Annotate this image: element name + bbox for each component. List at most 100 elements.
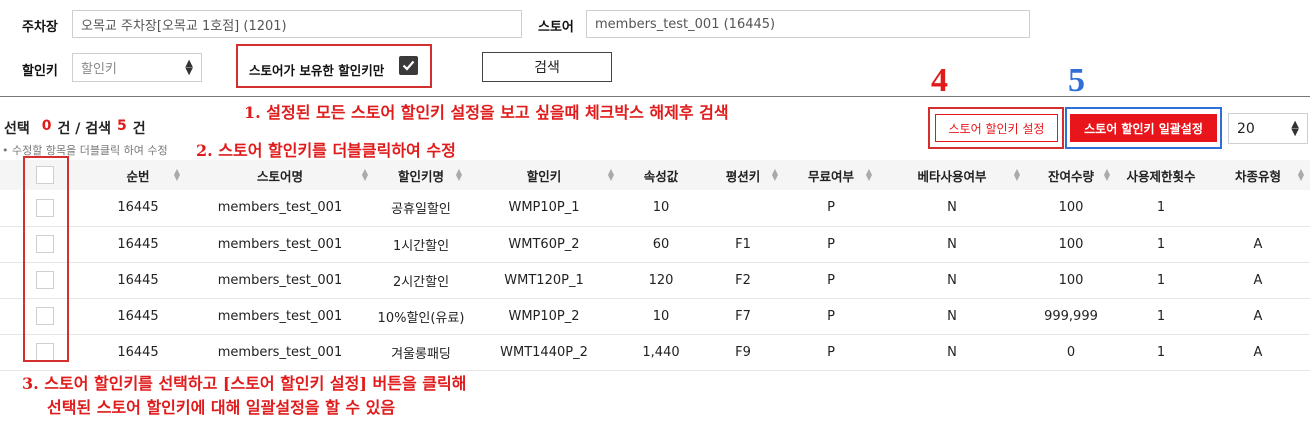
table-cell[interactable]: 1: [1116, 262, 1206, 299]
column-header[interactable]: 순번 ▲ ▼: [90, 160, 186, 190]
sort-icon: ▲ ▼: [361, 167, 368, 182]
table-cell[interactable]: WMP10P_1: [468, 190, 620, 227]
owned-only-checkbox[interactable]: [399, 56, 418, 75]
table-cell[interactable]: 2시간할인: [374, 262, 468, 299]
column-header[interactable]: 평션키 ▲ ▼: [702, 160, 784, 190]
parking-field[interactable]: 오목교 주차장[오목교 1호점] (1201): [72, 10, 522, 38]
parking-label: 주차장: [22, 20, 58, 35]
table-cell[interactable]: 16445: [90, 226, 186, 263]
table-cell[interactable]: N: [878, 226, 1026, 263]
table-cell[interactable]: WMT60P_2: [468, 226, 620, 263]
table-cell[interactable]: 10: [620, 190, 702, 227]
table-cell[interactable]: 겨울롱패딩: [374, 334, 468, 371]
select-all-checkbox[interactable]: [36, 166, 54, 184]
table-cell[interactable]: [1206, 190, 1310, 227]
column-header[interactable]: 사용제한횟수: [1116, 160, 1206, 190]
table-cell[interactable]: N: [878, 262, 1026, 299]
table-cell[interactable]: 999,999: [1026, 298, 1116, 335]
table-cell[interactable]: 100: [1026, 262, 1116, 299]
table-row[interactable]: 16445 members_test_001 공휴일할인 WMP10P_1 10 P N 10…: [0, 190, 1310, 227]
row-checkbox[interactable]: [36, 307, 54, 325]
column-header[interactable]: 차종유형 ▲ ▼: [1206, 160, 1310, 190]
row-checkbox-cell: [0, 298, 90, 335]
table-cell[interactable]: 120: [620, 262, 702, 299]
table-cell[interactable]: P: [784, 334, 878, 371]
sort-icon: ▲ ▼: [455, 167, 462, 182]
table-cell[interactable]: 공휴일할인: [374, 190, 468, 227]
table-row[interactable]: 16445 members_test_001 1시간할인 WMT60P_2 60 F1 P N…: [0, 226, 1310, 263]
table-cell[interactable]: F9: [702, 334, 784, 371]
table-row[interactable]: 16445 members_test_001 10%할인(유료) WMP10P_2 10…: [0, 298, 1310, 335]
row-checkbox[interactable]: [36, 198, 54, 217]
column-header[interactable]: 잔여수량 ▲ ▼: [1026, 160, 1116, 190]
table-cell[interactable]: 1: [1116, 226, 1206, 263]
section-divider: [0, 96, 1310, 97]
table-row[interactable]: 16445 members_test_001 2시간할인 WMT120P_1 120 F2…: [0, 262, 1310, 299]
table-cell[interactable]: 1시간할인: [374, 226, 468, 263]
table-cell[interactable]: WMP10P_2: [468, 298, 620, 335]
table-cell[interactable]: members_test_001: [186, 262, 374, 299]
table-cell[interactable]: WMT120P_1: [468, 262, 620, 299]
selected-count: 0: [41, 118, 52, 134]
table-cell[interactable]: P: [784, 262, 878, 299]
table-cell[interactable]: A: [1206, 298, 1310, 335]
annotation-note-3-line-2: 선택된 스토어 할인키에 대해 일괄설정을 할 수 있음: [47, 398, 396, 417]
table-cell[interactable]: N: [878, 334, 1026, 371]
owned-only-label: 스토어가 보유한 할인키만: [249, 63, 385, 78]
store-key-bulk-setting-button[interactable]: 스토어 할인키 일괄설정: [1070, 114, 1217, 142]
table-cell[interactable]: 1: [1116, 190, 1206, 227]
table-cell[interactable]: 10%할인(유료): [374, 298, 468, 335]
table-cell[interactable]: A: [1206, 226, 1310, 263]
sort-icon: ▲ ▼: [173, 167, 180, 182]
table-cell[interactable]: P: [784, 226, 878, 263]
table-cell[interactable]: A: [1206, 262, 1310, 299]
page-size-select[interactable]: 20 ▲ ▼: [1228, 113, 1308, 144]
column-header[interactable]: 할인키명 ▲ ▼: [374, 160, 468, 190]
column-header[interactable]: 할인키 ▲ ▼: [468, 160, 620, 190]
table-cell[interactable]: N: [878, 298, 1026, 335]
table-cell[interactable]: 100: [1026, 190, 1116, 227]
table-cell[interactable]: 10: [620, 298, 702, 335]
table-cell[interactable]: F1: [702, 226, 784, 263]
table-cell[interactable]: 16445: [90, 262, 186, 299]
column-header[interactable]: 베타사용여부 ▲ ▼: [878, 160, 1026, 190]
table-cell[interactable]: 16445: [90, 298, 186, 335]
table-cell[interactable]: 1,440: [620, 334, 702, 371]
table-cell[interactable]: 16445: [90, 334, 186, 371]
table-cell[interactable]: members_test_001: [186, 298, 374, 335]
summary-unit-2: 건: [132, 121, 146, 137]
table-cell[interactable]: WMT1440P_2: [468, 334, 620, 371]
table-cell[interactable]: 0: [1026, 334, 1116, 371]
table-cell[interactable]: 60: [620, 226, 702, 263]
table-cell[interactable]: N: [878, 190, 1026, 227]
select-arrows-icon: ▲ ▼: [1291, 118, 1299, 138]
table-cell[interactable]: 1: [1116, 298, 1206, 335]
column-header[interactable]: 스토어명 ▲ ▼: [186, 160, 374, 190]
row-checkbox[interactable]: [36, 235, 54, 253]
table-cell[interactable]: 1: [1116, 334, 1206, 371]
table-cell[interactable]: F2: [702, 262, 784, 299]
table-cell[interactable]: members_test_001: [186, 334, 374, 371]
discount-key-select-value: 할인키: [81, 62, 117, 77]
store-key-setting-button[interactable]: 스토어 할인키 설정: [935, 114, 1058, 142]
table-cell[interactable]: F7: [702, 298, 784, 335]
column-header[interactable]: 속성값: [620, 160, 702, 190]
table-cell[interactable]: members_test_001: [186, 226, 374, 263]
table-cell[interactable]: 16445: [90, 190, 186, 227]
table-cell[interactable]: P: [784, 190, 878, 227]
table-cell[interactable]: [702, 190, 784, 227]
table-cell[interactable]: members_test_001: [186, 190, 374, 227]
annotation-note-1: 1. 설정된 모든 스토어 할인키 설정을 보고 싶을때 체크박스 해제후 검색: [244, 103, 729, 122]
search-button[interactable]: 검색: [482, 52, 612, 82]
discount-key-select[interactable]: 할인키 ▲ ▼: [72, 53, 202, 82]
table-cell[interactable]: P: [784, 298, 878, 335]
sort-icon: ▲ ▼: [771, 167, 778, 182]
selected-label: 선택: [4, 121, 30, 137]
table-cell[interactable]: 100: [1026, 226, 1116, 263]
store-field[interactable]: members_test_001 (16445): [586, 10, 1030, 38]
table-row[interactable]: 16445 members_test_001 겨울롱패딩 WMT1440P_2 1,44…: [0, 334, 1310, 371]
checkbox-column-highlight: [23, 156, 69, 362]
row-checkbox[interactable]: [36, 271, 54, 289]
table-cell[interactable]: A: [1206, 334, 1310, 371]
column-header[interactable]: 무료여부 ▲ ▼: [784, 160, 878, 190]
